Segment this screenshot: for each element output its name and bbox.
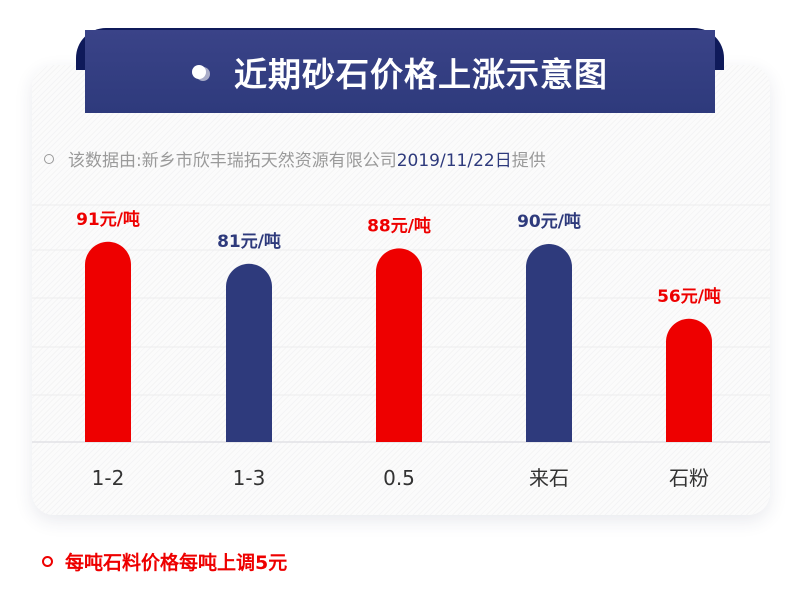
category-label: 1-2 xyxy=(92,466,125,490)
data-label: 81元/吨 xyxy=(217,231,281,252)
data-label: 88元/吨 xyxy=(367,215,431,236)
footer-note: 每吨石料价格每吨上调5元 xyxy=(42,548,287,575)
category-label: 1-3 xyxy=(233,466,266,490)
category-label: 来石 xyxy=(529,466,569,490)
source-suffix: 提供 xyxy=(511,151,546,171)
category-label: 0.5 xyxy=(383,466,415,490)
bar xyxy=(226,263,272,442)
bar xyxy=(85,241,131,442)
source-note: 该数据由:新乡市欣丰瑞拓天然资源有限公司 2019/11/22日 提供 xyxy=(44,146,546,171)
source-prefix: 该数据由:新乡市欣丰瑞拓天然资源有限公司 xyxy=(68,151,397,171)
data-label: 90元/吨 xyxy=(517,211,581,232)
bar xyxy=(526,244,572,442)
data-label: 56元/吨 xyxy=(657,286,721,307)
source-date: 2019/11/22日 xyxy=(396,151,512,171)
title-banner: 近期砂石价格上涨示意图 xyxy=(85,30,715,113)
data-label: 91元/吨 xyxy=(76,209,140,230)
bullet-icon xyxy=(192,64,206,79)
circle-bullet-icon xyxy=(42,556,53,567)
circle-bullet-icon xyxy=(44,153,54,164)
category-label: 石粉 xyxy=(669,466,709,490)
bar xyxy=(666,318,712,442)
footer-text: 每吨石料价格每吨上调5元 xyxy=(65,552,288,574)
page-title: 近期砂石价格上涨示意图 xyxy=(234,54,608,94)
bar xyxy=(376,248,422,442)
